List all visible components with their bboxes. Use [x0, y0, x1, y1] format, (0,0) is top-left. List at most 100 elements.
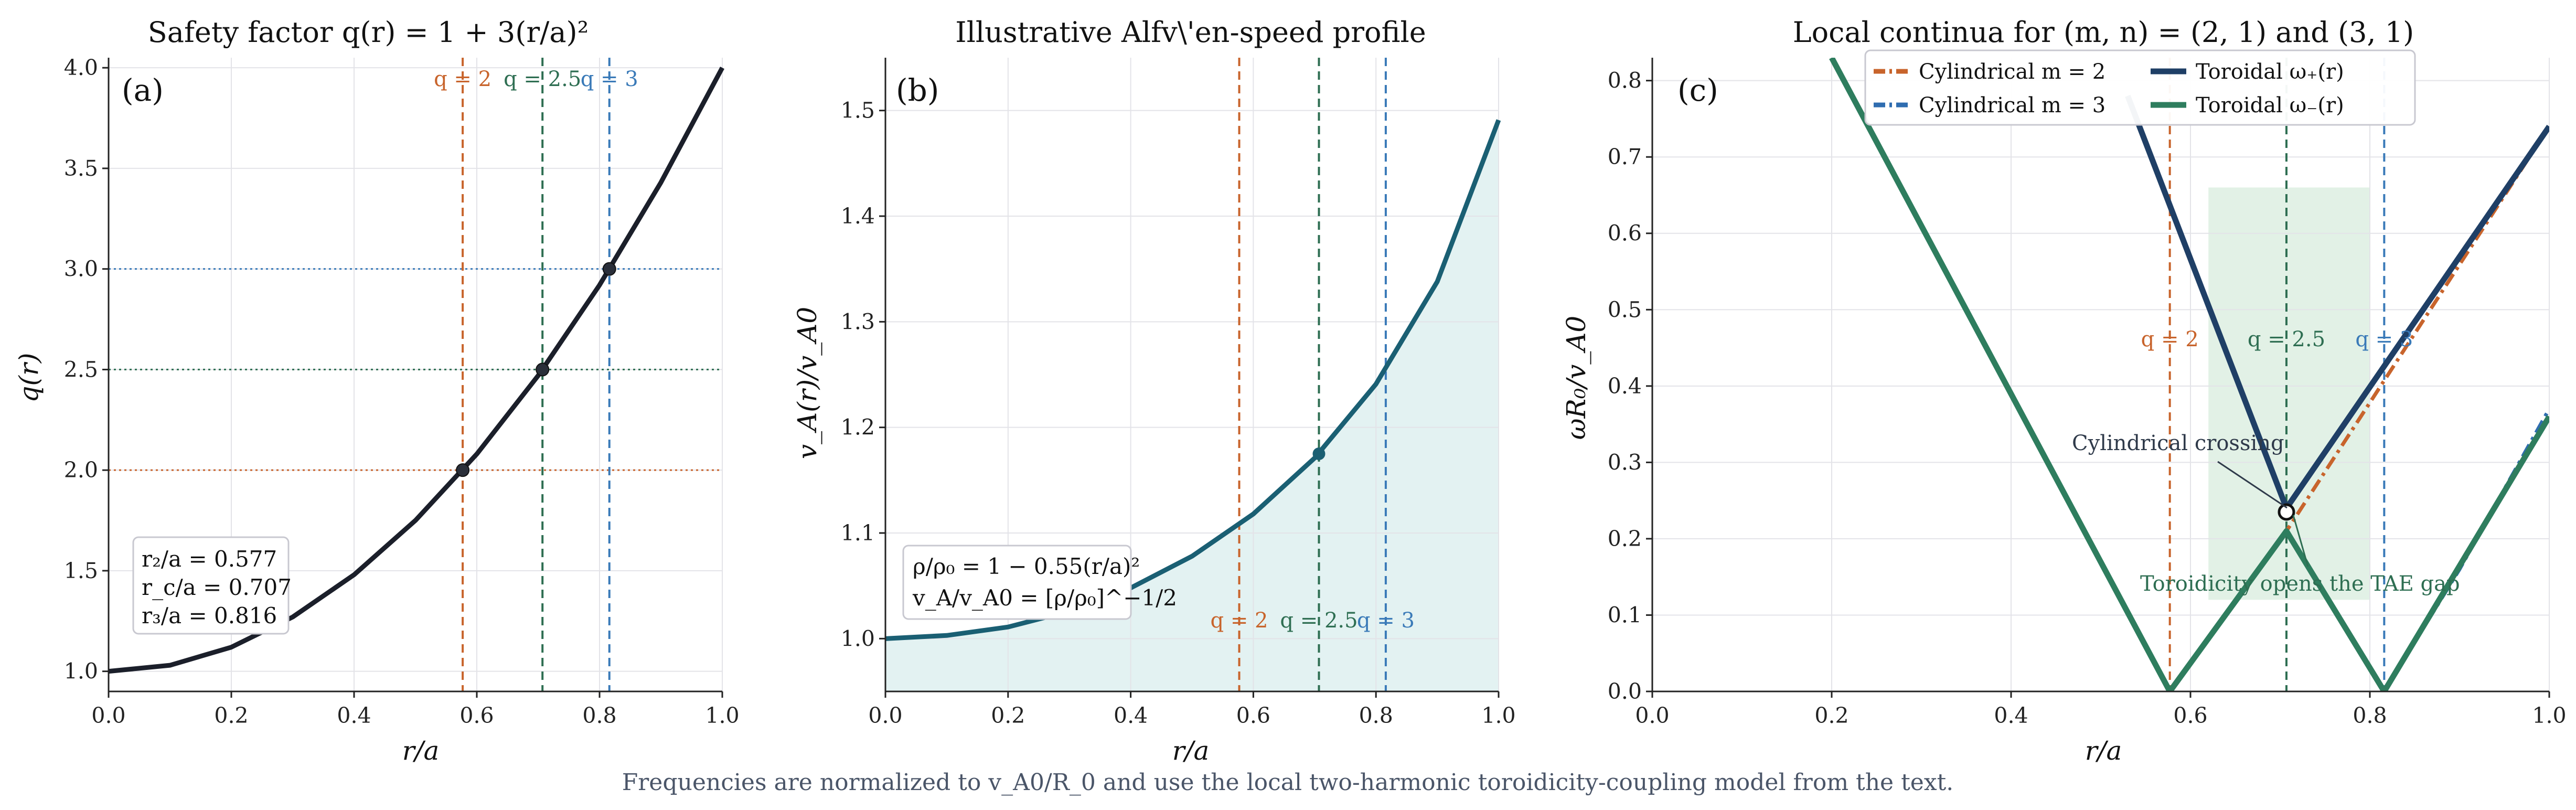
legend-item: Cylindrical m = 3: [1919, 93, 2105, 118]
y-tick-label: 2.5: [64, 357, 98, 382]
panel-b-label: (b): [896, 72, 939, 108]
figure-caption: Frequencies are normalized to v_A0/R_0 a…: [622, 769, 1954, 796]
panel-c-qline-labels: q = 2 q = 2.5 q = 3: [2141, 327, 2413, 351]
panel-a-grid: [108, 58, 723, 691]
x-tick-label: 0.0: [1635, 703, 1669, 728]
panel-b-qline-labels: q = 2 q = 2.5q = 3: [1211, 609, 1415, 633]
q-line-label: q = 3: [1357, 609, 1415, 633]
panel-a-ylabel: q(r): [14, 353, 44, 403]
x-tick-label: 0.4: [337, 703, 371, 728]
x-tick-label: 0.8: [2353, 703, 2387, 728]
y-tick-label: 1.5: [841, 98, 875, 123]
x-tick-label: 0.2: [214, 703, 248, 728]
y-tick-label: 1.2: [841, 415, 875, 440]
x-tick-label: 0.4: [1994, 703, 2028, 728]
panel-c-xlabel: r/a: [2085, 736, 2122, 766]
panel-c-legend: Cylindrical m = 2 Cylindrical m = 3 Toro…: [1864, 49, 2416, 126]
panel-c-reference-lines: [2168, 58, 2386, 691]
panel-c: Local continua for (m, n) = (2, 1) and (…: [1561, 16, 2567, 766]
y-tick-label: 1.0: [841, 626, 875, 651]
alfven-speed-line: [885, 119, 1501, 641]
legend-item: Toroidal ω₋(r): [2196, 93, 2344, 118]
panel-b-title: Illustrative Alfv\'en-speed profile: [955, 16, 1426, 49]
x-tick-label: 1.0: [705, 703, 739, 728]
x-tick-label: 0.0: [91, 703, 125, 728]
annotation-arrow: [2292, 515, 2309, 567]
y-tick-label: 3.0: [64, 257, 98, 282]
y-tick-label: 1.4: [841, 204, 875, 229]
panel-b-note: ρ/ρ₀ = 1 − 0.55(r/a)² v_A/v_A0 = [ρ/ρ₀]^…: [902, 545, 1177, 620]
legend-item: Toroidal ω₊(r): [2196, 60, 2344, 84]
panel-c-grid: [1652, 58, 2550, 692]
q-profile-line: [108, 67, 724, 674]
y-tick-label: 0.1: [1608, 602, 1642, 627]
x-tick-label: 0.6: [459, 703, 494, 728]
y-tick-label: 0.5: [1608, 297, 1642, 322]
y-tick-label: 0.3: [1608, 450, 1642, 475]
y-tick-label: 1.3: [841, 309, 875, 334]
panel-b-fill: [885, 120, 1499, 692]
q-line-label: q = 2.5: [2248, 327, 2325, 351]
panel-c-label: (c): [1677, 72, 1718, 108]
panel-b: Illustrative Alfv\'en-speed profile 0.0 0…: [792, 16, 1516, 766]
x-tick-label: 0.6: [1236, 703, 1270, 728]
x-tick-label: 1.0: [2532, 703, 2566, 728]
note-line: r_c/a = 0.707: [142, 574, 292, 600]
annotation-cylindrical-crossing: Cylindrical crossing: [2072, 431, 2284, 455]
q-line-label: q = 2.5: [504, 67, 581, 91]
y-tick-label: 1.5: [64, 558, 98, 583]
panel-c-annotations: Cylindrical crossing Toroidicity opens t…: [2072, 431, 2460, 596]
resonance-point: [536, 363, 550, 377]
resonance-point: [602, 262, 616, 276]
panel-a-y-ticks: 1.0 1.5 2.0 2.5 3.0 3.5 4.0: [64, 55, 109, 684]
panel-a: Safety factor q(r) = 1 + 3(r/a)² 0.0 0.2 0…: [14, 16, 740, 766]
panel-b-xlabel: r/a: [1172, 736, 1210, 766]
x-tick-label: 0.0: [868, 703, 902, 728]
x-tick-label: 0.4: [1114, 703, 1148, 728]
y-tick-label: 0.8: [1608, 68, 1642, 93]
q-line-label: q = 3: [581, 67, 638, 91]
panel-b-x-ticks: 0.0 0.2 0.4 0.6 0.8 1.0: [868, 691, 1516, 728]
x-tick-label: 0.2: [991, 703, 1025, 728]
x-tick-label: 0.2: [1814, 703, 1848, 728]
panel-a-title: Safety factor q(r) = 1 + 3(r/a)²: [148, 16, 589, 49]
q-line-label: q = 2: [434, 67, 491, 91]
crossing-point: [2278, 503, 2295, 521]
y-tick-label: 2.0: [64, 457, 98, 483]
y-tick-label: 0.7: [1608, 144, 1642, 169]
note-line: r₃/a = 0.816: [142, 603, 277, 628]
area-fill: [885, 120, 1499, 692]
panel-c-axes: [1651, 58, 2549, 692]
y-tick-label: 1.0: [64, 659, 98, 684]
panel-c-title: Local continua for (m, n) = (2, 1) and (…: [1793, 16, 2414, 49]
panel-a-note: r₂/a = 0.577 r_c/a = 0.707 r₃/a = 0.816: [132, 536, 292, 635]
y-tick-label: 0.0: [1608, 679, 1642, 704]
y-tick-label: 0.2: [1608, 526, 1642, 551]
panel-c-y-ticks: 0.0 0.1 0.2 0.3 0.4 0.5 0.6 0.7 0.8: [1608, 68, 1652, 704]
marker-point: [1312, 447, 1326, 460]
panel-c-ylabel: ωR₀/v_A0: [1561, 316, 1591, 440]
panel-b-curves: [885, 119, 1501, 641]
resonance-point: [456, 463, 470, 477]
q-line-label: q = 2: [2141, 327, 2199, 351]
y-tick-label: 0.4: [1608, 374, 1642, 399]
x-tick-label: 0.8: [1359, 703, 1393, 728]
y-tick-label: 3.5: [64, 156, 98, 181]
panel-b-axes: [884, 58, 1499, 692]
x-tick-label: 0.8: [582, 703, 616, 728]
y-tick-label: 1.1: [841, 520, 875, 546]
panel-a-label: (a): [122, 72, 164, 108]
annotation-tae-gap: Toroidicity opens the TAE gap: [2140, 572, 2460, 596]
panel-a-x-ticks: 0.0 0.2 0.4 0.6 0.8 1.0: [91, 691, 740, 728]
panel-b-ylabel: v_A(r)/v_A0: [792, 307, 822, 459]
panel-a-xlabel: r/a: [402, 736, 440, 766]
panel-a-axes: [108, 58, 722, 692]
panel-b-points: [1312, 447, 1326, 460]
q-line-label: q = 2: [1211, 609, 1268, 633]
x-tick-label: 0.6: [2173, 703, 2207, 728]
panel-b-reference-lines: [1238, 58, 1387, 691]
panel-a-qline-labels: q = 2 q = 2.5q = 3: [434, 67, 638, 91]
panel-c-x-ticks: 0.0 0.2 0.4 0.6 0.8 1.0: [1635, 691, 2567, 728]
x-tick-label: 1.0: [1481, 703, 1515, 728]
panel-a-points: [456, 262, 616, 477]
